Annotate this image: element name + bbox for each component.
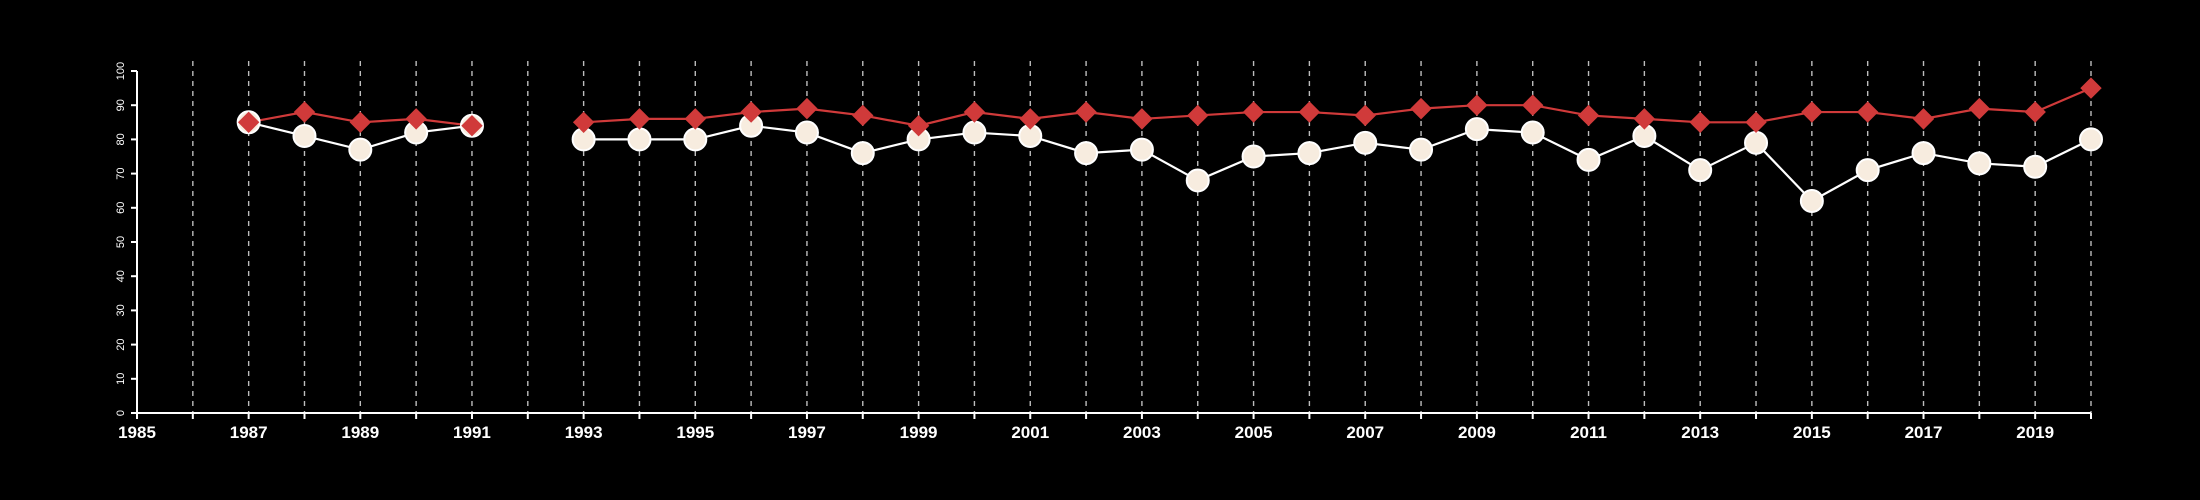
series-1-point-2006 (1297, 141, 1322, 166)
y-tick-label: 90 (115, 99, 127, 111)
series-2-point-2002 (1075, 101, 1097, 123)
series-2-point-1987 (237, 111, 260, 134)
x-tick-label: 1997 (788, 423, 826, 442)
x-tick-label: 2017 (1905, 423, 1943, 442)
series-2-point-2006 (1298, 101, 1321, 123)
series-1-point-2007 (1353, 130, 1378, 155)
series-1-point-1998 (850, 141, 875, 166)
series-2-point-2007 (1354, 104, 1376, 127)
y-tick-label: 50 (115, 236, 127, 248)
series-layer (236, 77, 2103, 213)
x-tick-label: 2015 (1793, 423, 1831, 442)
series-1-point-1994 (627, 127, 652, 152)
series-1-point-1988 (292, 123, 317, 148)
series-2-point-2018 (1968, 97, 1991, 120)
series-1-line-segment-2 (583, 124, 2092, 203)
series-2-point-1989 (349, 111, 372, 134)
x-tick-label: 2009 (1458, 423, 1496, 442)
series-2-point-1988 (293, 101, 316, 123)
series-1-point-2018 (1967, 151, 1992, 176)
series-2-point-2014 (1745, 111, 1767, 134)
x-tick-label: 1991 (453, 423, 491, 442)
series-2-point-2015 (1801, 101, 1823, 123)
series-2-point-1990 (405, 108, 427, 130)
series-2-point-1995 (684, 108, 706, 130)
series-1-point-2005 (1241, 144, 1266, 169)
series-1-point-1997 (794, 120, 819, 145)
series-2-point-1996 (740, 101, 762, 123)
series-1-point-2000 (962, 120, 987, 145)
series-2-point-2003 (1131, 108, 1153, 130)
series-1-point-1989 (348, 137, 373, 162)
series-1-point-2020 (2079, 127, 2103, 152)
y-tick-label: 10 (115, 373, 127, 385)
series-1-point-2017 (1911, 141, 1936, 166)
x-tick-label: 2003 (1123, 423, 1161, 442)
series-1-point-2019 (2023, 154, 2048, 179)
y-tick-label: 40 (115, 270, 127, 282)
y-tick-label: 30 (115, 304, 127, 316)
series-2-point-2016 (1856, 101, 1879, 123)
series-2-point-2009 (1466, 94, 1488, 116)
series-2-point-2013 (1689, 111, 1711, 134)
series-1-point-2015 (1799, 188, 1824, 213)
y-tick-label: 60 (115, 202, 127, 214)
x-tick-label: 1995 (676, 423, 714, 442)
y-tick-label: 20 (115, 338, 127, 350)
y-tick-label: 0 (115, 410, 127, 416)
x-tick-label: 1987 (230, 423, 268, 442)
series-2-point-1997 (796, 97, 818, 120)
series-1-point-2008 (1409, 137, 1434, 162)
series-2-point-1991 (461, 115, 483, 137)
series-1-point-2004 (1185, 168, 1210, 193)
y-tick-label: 70 (115, 167, 127, 179)
x-tick-label: 1985 (118, 423, 156, 442)
series-2-point-1994 (628, 108, 651, 130)
axes: 0 10 20 30 40 50 60 70 80 90 100 1985 1987 1989 1991 19… (115, 62, 2092, 442)
x-tick-label: 2013 (1681, 423, 1719, 442)
series-2-point-2008 (1410, 97, 1432, 120)
series-1-point-1995 (683, 127, 708, 152)
series-2-point-1999 (907, 115, 930, 137)
series-2-point-1998 (852, 104, 874, 127)
x-tick-label: 2001 (1011, 423, 1049, 442)
series-1-point-2003 (1129, 137, 1154, 162)
x-tick-label: 2011 (1570, 423, 1607, 442)
series-1-point-2011 (1576, 147, 1601, 172)
x-tick-label: 2019 (2016, 423, 2054, 442)
x-tick-label: 1989 (341, 423, 379, 442)
series-2-point-2019 (2024, 101, 2046, 123)
series-2-point-2011 (1577, 104, 1600, 127)
y-tick-label: 100 (115, 62, 127, 80)
series-2-point-2020 (2080, 77, 2102, 99)
series-2-point-2004 (1187, 104, 1209, 127)
x-tick-label: 1993 (565, 423, 603, 442)
series-1-point-2009 (1464, 117, 1489, 142)
x-tick-label: 2007 (1346, 423, 1384, 442)
series-2-point-2000 (963, 101, 986, 123)
series-1-point-2014 (1744, 130, 1769, 155)
series-1-point-2016 (1855, 158, 1880, 183)
series-2-point-2010 (1522, 94, 1544, 116)
series-2-line-segment-2 (583, 87, 2092, 127)
y-tick-label: 80 (115, 133, 127, 145)
series-2-point-2001 (1019, 108, 1041, 130)
grid-lines (192, 61, 2092, 413)
series-2-point-1993 (572, 111, 595, 134)
x-tick-label: 1999 (900, 423, 938, 442)
series-2-point-2012 (1633, 108, 1656, 130)
series-2-point-2017 (1912, 108, 1935, 130)
x-tick-label: 2005 (1235, 423, 1273, 442)
series-2-point-2005 (1242, 101, 1265, 123)
series-1-point-2013 (1688, 158, 1713, 183)
series-1-point-2010 (1520, 120, 1545, 145)
series-1-point-2002 (1074, 141, 1099, 166)
